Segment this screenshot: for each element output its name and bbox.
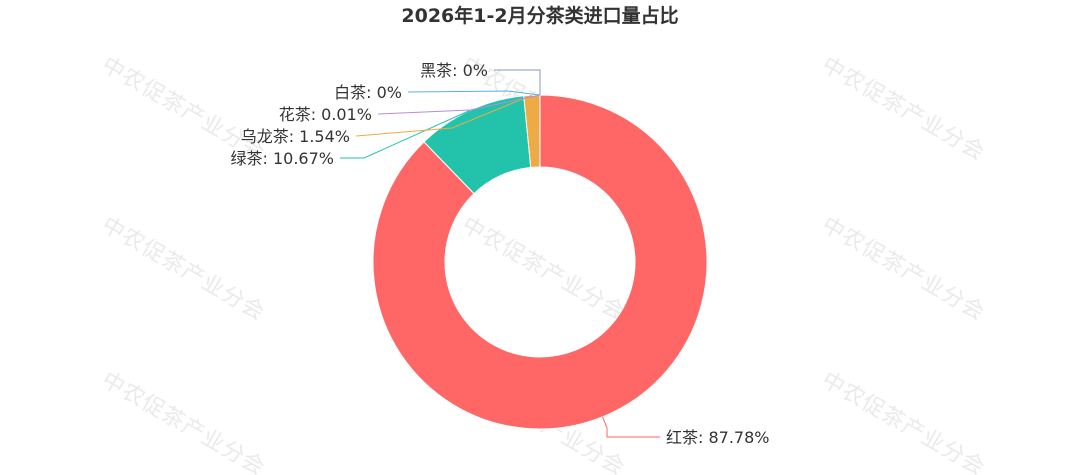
leader-line bbox=[340, 109, 471, 159]
slice-label: 红茶: 87.78% bbox=[666, 428, 770, 447]
leader-line bbox=[494, 69, 541, 95]
pie-slice[interactable] bbox=[372, 94, 708, 430]
watermark-text: 中农促茶产业分会 bbox=[817, 213, 989, 327]
slice-layer bbox=[372, 94, 708, 430]
slice-label: 黑茶: 0% bbox=[420, 61, 488, 80]
watermark-text: 中农促茶产业分会 bbox=[457, 213, 629, 327]
watermark-text: 中农促茶产业分会 bbox=[817, 53, 989, 167]
label-layer: 红茶: 87.78% 绿茶: 10.67% 乌龙茶: 1.54% 花茶: 0.01% 白… bbox=[231, 61, 770, 447]
watermark-text: 中农促茶产业分会 bbox=[97, 368, 269, 475]
slice-label: 乌龙茶: 1.54% bbox=[241, 127, 350, 146]
chart-title: 2026年1-2月分茶类进口量占比 bbox=[401, 4, 678, 27]
slice-label: 花茶: 0.01% bbox=[279, 105, 372, 124]
leader-line bbox=[407, 90, 541, 96]
watermark-text: 中农促茶产业分会 bbox=[817, 368, 989, 475]
leader-line bbox=[355, 94, 533, 137]
leader-line bbox=[377, 94, 541, 115]
watermark-text: 中农促茶产业分会 bbox=[97, 213, 269, 327]
leader-line bbox=[602, 416, 660, 438]
slice-label: 白茶: 0% bbox=[334, 83, 402, 102]
slice-label: 绿茶: 10.67% bbox=[231, 149, 335, 168]
